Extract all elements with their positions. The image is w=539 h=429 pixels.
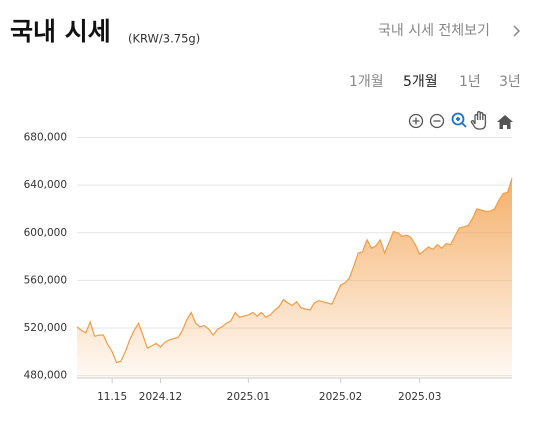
zoom-out[interactable]: [429, 113, 445, 129]
toolbar: [408, 111, 513, 130]
unit: (KRW/3.75g): [128, 32, 200, 46]
pan[interactable]: [470, 111, 487, 130]
reset[interactable]: [497, 115, 513, 129]
x-tick-label: 2025.03: [398, 391, 441, 403]
x-tick-label: 2024.12: [139, 391, 182, 403]
zoom-select[interactable]: [451, 112, 467, 128]
area: [77, 178, 512, 378]
tab[interactable]: 1년: [459, 74, 481, 90]
tab[interactable]: 3년: [499, 74, 521, 90]
view-all-link[interactable]: 국내 시세 전체보기: [378, 23, 490, 39]
x-tick-label: 2025.01: [227, 391, 270, 403]
x-tick-label: 11.15: [97, 391, 127, 403]
tab[interactable]: 5개월: [403, 74, 438, 90]
x-tick-label: 2025.02: [319, 391, 362, 403]
line: [76, 177, 513, 364]
y-tick-label: 640,000: [24, 179, 67, 191]
tab[interactable]: 1개월: [349, 74, 384, 90]
chevron[interactable]: [513, 25, 521, 37]
y-tick-label: 560,000: [24, 274, 67, 286]
y-tick-label: 680,000: [24, 132, 67, 144]
y-tick-label: 520,000: [24, 322, 67, 334]
y-tick-label: 480,000: [24, 370, 67, 382]
zoom-in[interactable]: [408, 113, 424, 129]
title: 국내 시세: [10, 17, 111, 46]
y-tick-label: 600,000: [24, 227, 67, 239]
plot: 480,000 520,000 560,000 600,000 640,000 680,0…: [24, 132, 513, 403]
tabs: 1개월 5개월 1년 3년: [349, 74, 521, 90]
